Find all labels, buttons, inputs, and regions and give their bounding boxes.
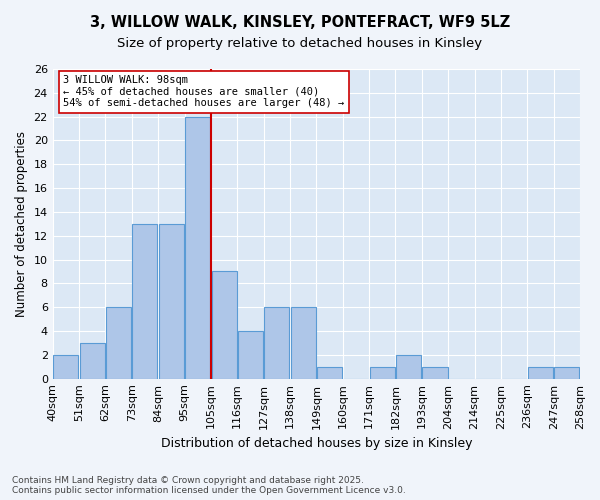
Text: Size of property relative to detached houses in Kinsley: Size of property relative to detached ho… <box>118 38 482 51</box>
Bar <box>422 367 448 378</box>
Bar <box>528 367 553 378</box>
Y-axis label: Number of detached properties: Number of detached properties <box>15 131 28 317</box>
Bar <box>370 367 395 378</box>
Bar <box>317 367 342 378</box>
Bar <box>159 224 184 378</box>
Bar <box>133 224 157 378</box>
Bar <box>554 367 580 378</box>
Bar <box>185 116 210 378</box>
Bar <box>53 355 79 378</box>
Bar <box>290 307 316 378</box>
Text: 3, WILLOW WALK, KINSLEY, PONTEFRACT, WF9 5LZ: 3, WILLOW WALK, KINSLEY, PONTEFRACT, WF9… <box>90 15 510 30</box>
X-axis label: Distribution of detached houses by size in Kinsley: Distribution of detached houses by size … <box>161 437 472 450</box>
Text: 3 WILLOW WALK: 98sqm
← 45% of detached houses are smaller (40)
54% of semi-detac: 3 WILLOW WALK: 98sqm ← 45% of detached h… <box>63 75 344 108</box>
Bar <box>106 307 131 378</box>
Bar <box>212 272 236 378</box>
Bar <box>238 331 263 378</box>
Text: Contains HM Land Registry data © Crown copyright and database right 2025.
Contai: Contains HM Land Registry data © Crown c… <box>12 476 406 495</box>
Bar <box>264 307 289 378</box>
Bar <box>80 343 105 378</box>
Bar <box>396 355 421 378</box>
